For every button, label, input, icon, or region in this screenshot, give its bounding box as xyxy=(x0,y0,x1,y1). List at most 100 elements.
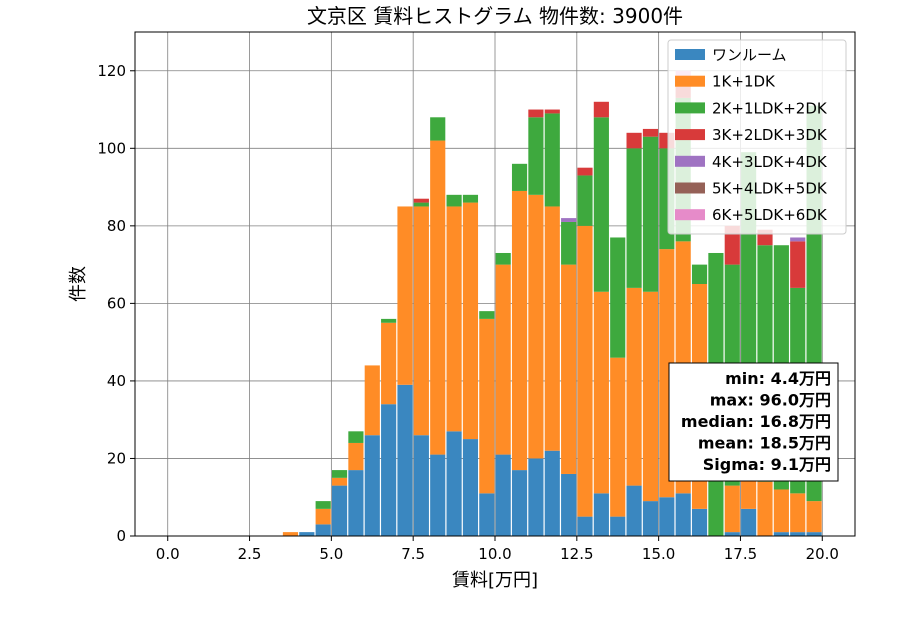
x-tick-label: 2.5 xyxy=(238,545,262,563)
stats-line: max: 96.0万円 xyxy=(710,391,831,410)
bar-segment xyxy=(773,532,789,536)
y-tick-label: 20 xyxy=(107,449,126,467)
bar-segment xyxy=(495,264,511,455)
x-tick-label: 15.0 xyxy=(642,545,675,563)
bar-segment xyxy=(577,167,593,176)
bar-segment xyxy=(315,508,331,525)
bar-segment xyxy=(430,454,446,536)
x-tick-label: 20.0 xyxy=(806,545,839,563)
y-tick-label: 120 xyxy=(97,62,126,80)
bar-segment xyxy=(446,431,462,536)
x-tick-label: 0.0 xyxy=(156,545,180,563)
x-axis-ticks: 0.0 2.5 5.0 7.5 10.0 12.5 15.0 17.5 20.0 xyxy=(156,536,839,563)
y-tick-label: 100 xyxy=(97,139,126,157)
legend-label: 2K+1LDK+2DK xyxy=(712,99,828,117)
y-tick-label: 0 xyxy=(116,527,126,545)
stats-line: Sigma: 9.1万円 xyxy=(703,455,831,474)
bar-segment xyxy=(479,311,495,319)
y-tick-label: 40 xyxy=(107,372,126,390)
bar-segment xyxy=(577,225,593,517)
y-axis-ticks: 0 20 40 60 80 100 120 xyxy=(97,62,135,545)
bar-segment xyxy=(610,516,626,536)
bar-segment xyxy=(430,117,446,141)
bar-segment xyxy=(348,470,364,536)
bar-segment xyxy=(757,481,773,536)
bar-segment xyxy=(544,206,560,451)
bar-segment xyxy=(610,237,626,358)
bar-segment xyxy=(511,163,528,191)
bar-segment xyxy=(790,237,806,242)
bar-segment xyxy=(806,532,822,536)
bar-segment xyxy=(642,501,659,536)
bar-segment xyxy=(724,485,740,533)
bar-segment xyxy=(299,532,315,536)
bar-segment xyxy=(610,357,626,517)
bar-segment xyxy=(495,454,511,536)
bar-segment xyxy=(528,117,544,195)
bar-segment xyxy=(462,194,479,203)
legend-swatch xyxy=(675,129,705,141)
stats-line: min: 4.4万円 xyxy=(725,369,831,388)
bar-segment xyxy=(528,109,544,118)
legend-label: 3K+2LDK+3DK xyxy=(712,126,828,144)
bar-segment xyxy=(593,117,609,292)
legend-label: 1K+1DK xyxy=(712,73,776,91)
stats-line: median: 16.8万円 xyxy=(681,412,831,431)
bar-segment xyxy=(331,470,348,478)
bar-segment xyxy=(364,435,380,536)
bar-segment xyxy=(593,493,609,536)
legend-swatch xyxy=(675,75,705,87)
bar-segment xyxy=(741,508,757,536)
legend-label: 4K+3LDK+4DK xyxy=(712,153,828,171)
bar-segment xyxy=(593,101,609,118)
bar-segment xyxy=(348,431,364,443)
bar-segment xyxy=(446,206,462,432)
legend-swatch xyxy=(675,182,705,194)
chart-title: 文京区 賃料ヒストグラム 物件数: 3900件 xyxy=(307,4,683,28)
stats-box: min: 4.4万円 max: 96.0万円 median: 16.8万円 mean:… xyxy=(668,362,839,482)
bar-segment xyxy=(544,109,560,114)
x-axis-label: 賃料[万円] xyxy=(452,570,538,591)
bar-segment xyxy=(642,136,659,292)
bar-segment xyxy=(577,516,593,536)
bar-segment xyxy=(790,532,806,536)
bar-segment xyxy=(495,252,511,265)
bar-segment xyxy=(511,190,528,471)
y-tick-label: 80 xyxy=(107,217,126,235)
bar-segment xyxy=(642,128,659,137)
y-tick-label: 60 xyxy=(107,294,126,312)
bar-segment xyxy=(790,241,806,288)
x-tick-label: 5.0 xyxy=(319,545,343,563)
bar-segment xyxy=(315,524,331,536)
bar-segment xyxy=(561,473,577,536)
bar-segment xyxy=(413,202,429,207)
bar-segment xyxy=(528,194,544,459)
bar-segment xyxy=(659,497,675,536)
bar-segment xyxy=(691,508,708,536)
bar-segment xyxy=(806,501,822,533)
legend-swatch xyxy=(675,49,705,60)
bar-segment xyxy=(561,264,577,474)
bar-segment xyxy=(430,140,446,455)
legend-swatch xyxy=(675,155,705,167)
bar-segment xyxy=(724,532,740,536)
bar-segment xyxy=(544,113,560,207)
bar-segment xyxy=(511,470,528,536)
bar-segment xyxy=(413,198,429,203)
stats-frame xyxy=(668,362,839,482)
bar-segment xyxy=(413,435,429,536)
bar-segment xyxy=(413,206,429,436)
bar-segment xyxy=(675,493,691,536)
bar-segment xyxy=(397,206,413,385)
bar-segment xyxy=(561,218,577,222)
stats-line: mean: 18.5万円 xyxy=(698,434,831,453)
bar-segment xyxy=(479,318,495,494)
x-tick-label: 17.5 xyxy=(724,545,757,563)
bar-segment xyxy=(446,194,462,207)
bar-segment xyxy=(381,318,397,323)
bar-segment xyxy=(642,291,659,502)
bar-segment xyxy=(348,442,364,471)
bar-segment xyxy=(691,264,708,284)
bar-segment xyxy=(381,404,397,536)
